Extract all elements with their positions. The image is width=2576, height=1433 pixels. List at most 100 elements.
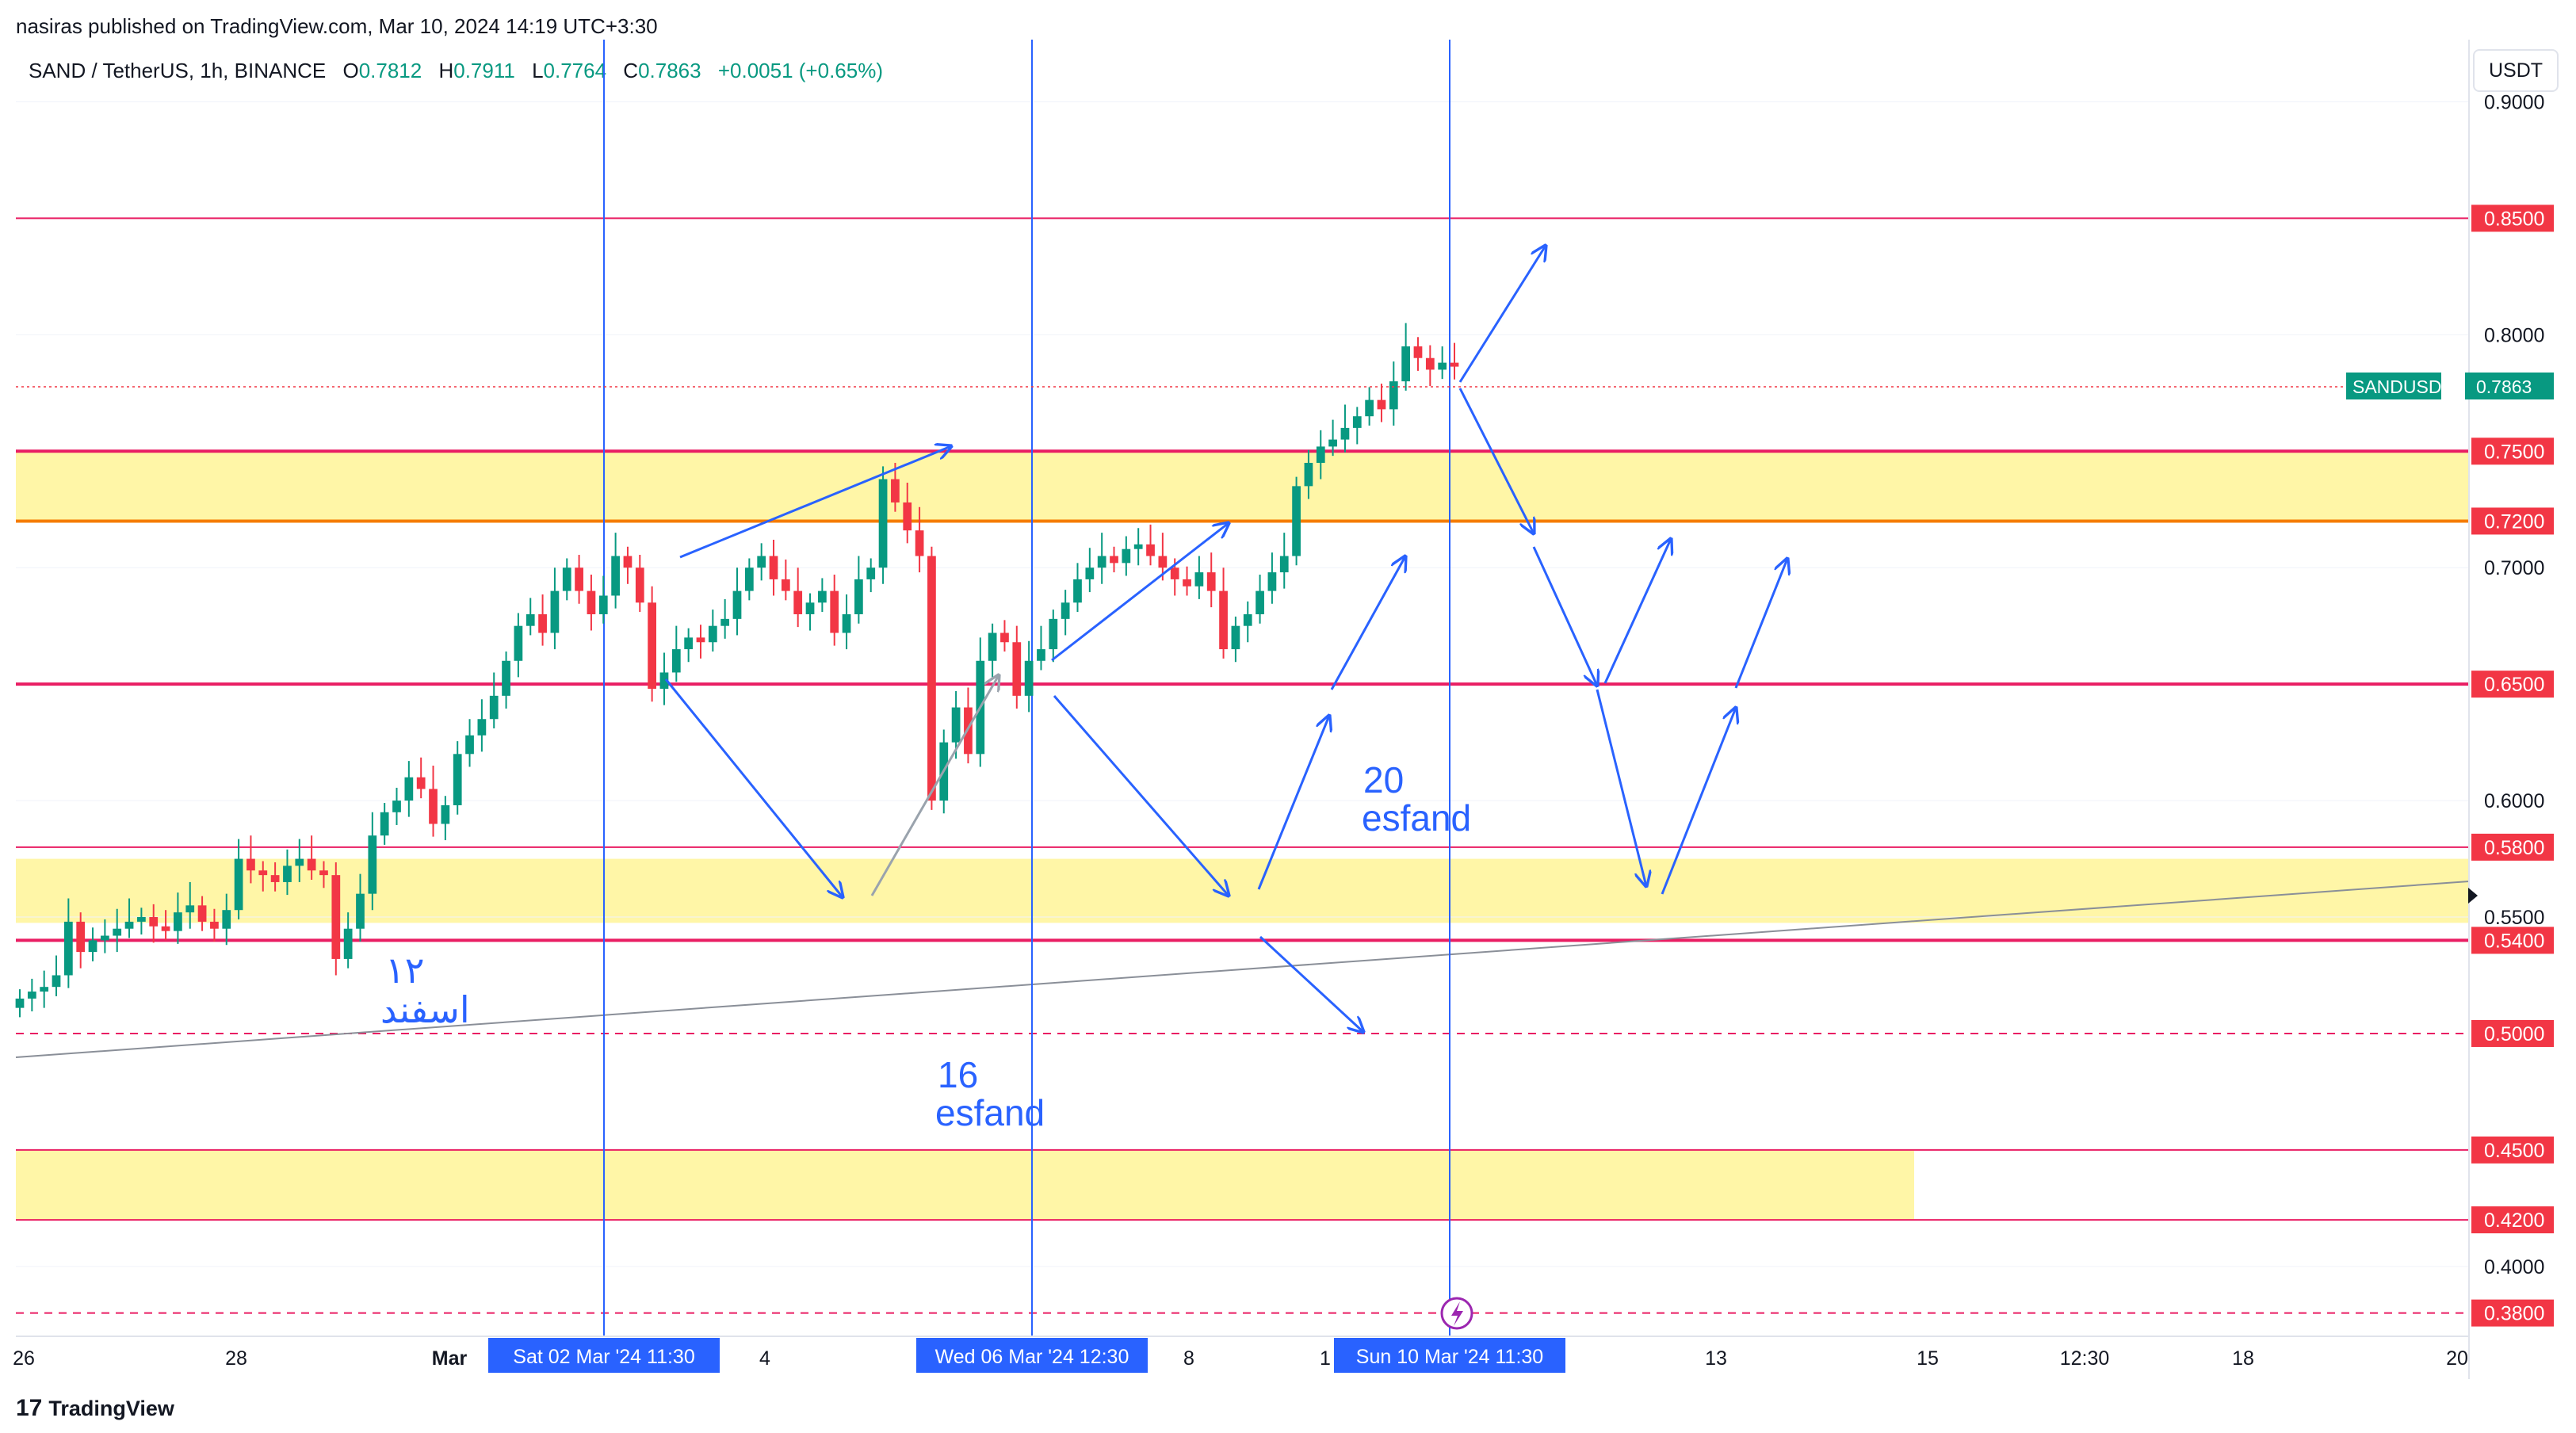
candle-50[interactable] [623,546,633,584]
candle-26[interactable] [331,862,341,976]
candle-30[interactable] [380,803,389,845]
candle-116[interactable] [1425,345,1435,386]
annotation-20-line1[interactable]: 20 [1363,759,1404,801]
candle-5[interactable] [76,912,86,969]
candle-80[interactable] [988,623,997,678]
annotation-20-line2[interactable]: esfand [1362,797,1471,839]
candle-87[interactable] [1073,563,1082,613]
candle-81[interactable] [1000,620,1009,652]
arrow-3[interactable] [870,675,999,896]
candle-13[interactable] [174,892,182,944]
candle-10[interactable] [137,908,146,935]
candle-64[interactable] [793,567,803,628]
candle-51[interactable] [635,555,644,613]
candle-107[interactable] [1316,430,1325,480]
candle-93[interactable] [1146,524,1155,566]
candle-84[interactable] [1037,625,1045,671]
candle-31[interactable] [392,787,401,825]
arrow-4[interactable] [1051,523,1229,662]
candle-4[interactable] [63,898,73,988]
candle-49[interactable] [611,533,620,609]
trend-line[interactable] [15,881,2470,1058]
candle-94[interactable] [1158,533,1168,581]
candle-41[interactable] [514,613,523,678]
candle-75[interactable] [927,546,936,810]
candle-55[interactable] [684,628,694,663]
candle-38[interactable] [477,699,487,752]
candle-46[interactable] [575,555,583,604]
candle-74[interactable] [915,506,924,573]
candle-73[interactable] [903,482,912,544]
zone-2[interactable] [16,1149,1914,1221]
candle-72[interactable] [891,462,900,512]
tradingview-brand[interactable]: 17 TradingView [16,1395,174,1422]
candle-100[interactable] [1231,616,1240,663]
candle-70[interactable] [866,558,876,593]
candle-98[interactable] [1206,552,1216,608]
candle-112[interactable] [1377,384,1386,422]
candle-18[interactable] [234,839,243,919]
candle-62[interactable] [769,539,778,596]
candle-15[interactable] [197,896,207,931]
zone-0[interactable] [16,451,2469,522]
candle-88[interactable] [1085,548,1095,593]
candle-101[interactable] [1243,601,1252,643]
candle-3[interactable] [52,955,61,996]
annotation-12-line1[interactable]: ۱۲ [385,950,424,991]
annotation-16-line1[interactable]: 16 [938,1054,978,1095]
candle-113[interactable] [1389,361,1398,426]
candle-54[interactable] [671,625,681,682]
candle-82[interactable] [1012,625,1022,709]
arrow-1[interactable] [679,446,951,559]
candle-97[interactable] [1194,556,1204,599]
candle-9[interactable] [124,898,134,938]
candle-8[interactable] [113,908,122,953]
candle-17[interactable] [222,893,231,946]
candle-117[interactable] [1438,346,1447,380]
candle-86[interactable] [1061,590,1070,636]
candle-22[interactable] [283,849,292,896]
candle-35[interactable] [441,796,450,841]
candle-2[interactable] [40,970,49,1008]
candle-63[interactable] [781,559,790,601]
candle-48[interactable] [598,575,608,624]
candle-29[interactable] [368,812,377,911]
symbol-name[interactable]: SAND / TetherUS, 1h, BINANCE [29,59,327,82]
candle-60[interactable] [744,558,754,601]
candle-33[interactable] [416,757,426,799]
candle-110[interactable] [1352,407,1362,445]
candle-47[interactable] [587,575,596,631]
candle-27[interactable] [343,912,353,969]
scroll-right-icon[interactable] [2468,888,2478,904]
candle-58[interactable] [720,598,730,639]
candle-99[interactable] [1219,567,1228,659]
candle-36[interactable] [453,741,462,815]
candle-90[interactable] [1110,546,1118,573]
candle-16[interactable] [210,908,219,942]
candle-14[interactable] [185,881,195,929]
candle-56[interactable] [696,625,705,659]
candle-96[interactable] [1183,566,1191,596]
arrow-10[interactable] [1458,388,1534,533]
candle-118[interactable] [1450,342,1459,380]
annotation-12-line2[interactable]: اسفند [380,989,470,1030]
candle-59[interactable] [732,567,742,636]
arrow-5[interactable] [1053,695,1229,896]
candle-6[interactable] [88,927,97,961]
candle-57[interactable] [708,610,717,652]
arrow-14[interactable] [1661,708,1736,895]
candle-19[interactable] [247,835,255,884]
candle-108[interactable] [1328,419,1337,457]
candle-40[interactable] [502,652,510,709]
candle-45[interactable] [562,558,571,601]
candle-83[interactable] [1024,640,1034,713]
arrow-6[interactable] [1257,716,1329,890]
candle-52[interactable] [648,586,656,702]
candle-12[interactable] [161,910,170,941]
candle-114[interactable] [1401,323,1411,391]
zone-1[interactable] [16,858,2469,923]
arrow-12[interactable] [1603,539,1671,684]
candle-53[interactable] [659,652,669,705]
candle-32[interactable] [404,761,414,817]
